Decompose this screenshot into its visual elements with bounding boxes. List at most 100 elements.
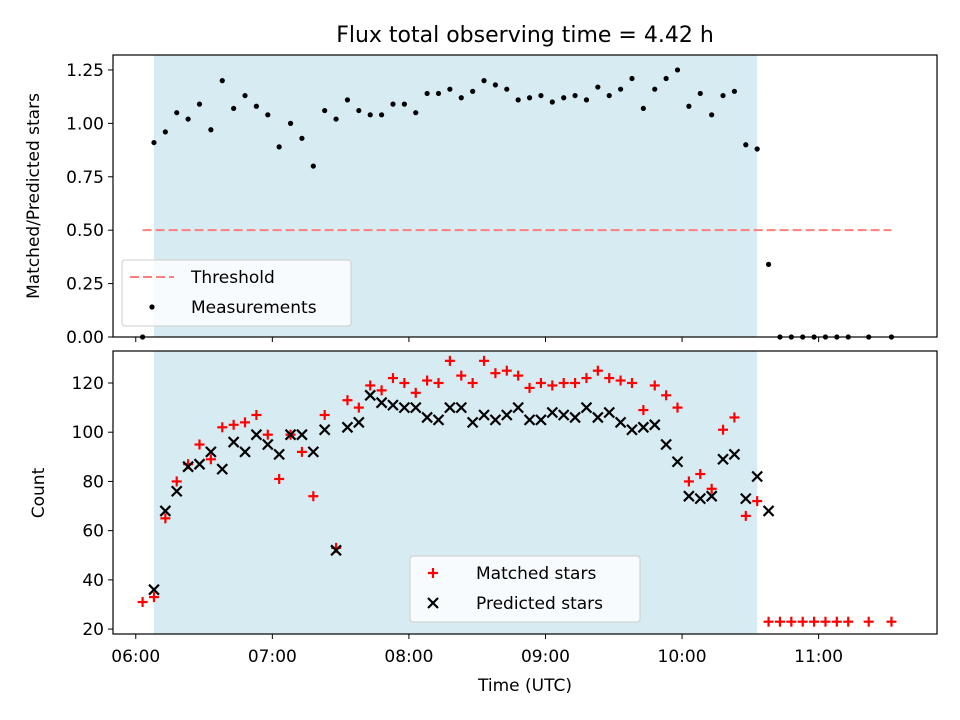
bottom-markers	[137, 355, 897, 627]
measurement-point	[595, 84, 601, 90]
matched-star-point	[148, 592, 159, 603]
measurement-point	[618, 86, 624, 92]
legend-predicted-label: Predicted stars	[476, 594, 603, 614]
top-y-tick-label: 0.00	[66, 328, 104, 348]
matched-star-point	[672, 402, 683, 413]
predicted-star-point	[580, 401, 593, 414]
matched-star-point	[137, 597, 148, 608]
bottom-plot: 20 40 60 80 100 120 06:00 07:00 08:00 09:00 10:00…	[29, 350, 938, 696]
predicted-star-point	[330, 544, 342, 557]
measurement-point	[344, 97, 351, 103]
chart-title: Flux total observing time = 4.42 h	[336, 23, 714, 48]
bottom-x-axis: 06:00 07:00 08:00 09:00 10:00 11:00	[111, 634, 843, 667]
bottom-y-axis: 20 40 60 80 100 120	[72, 374, 113, 640]
predicted-star-point	[512, 401, 524, 414]
matched-star-point	[251, 409, 262, 420]
predicted-star-point	[592, 411, 604, 424]
legend-matched-label: Matched stars	[476, 564, 596, 584]
matched-star-point	[774, 616, 785, 627]
matched-star-point	[604, 373, 615, 384]
matched-star-point	[376, 385, 387, 396]
matched-star-point	[570, 377, 581, 388]
matched-star-point	[319, 409, 330, 420]
predicted-star-point	[637, 421, 650, 434]
measurement-point	[356, 107, 362, 114]
predicted-star-point	[535, 414, 547, 426]
predicted-star-point	[455, 401, 468, 414]
matched-star-point	[444, 355, 455, 366]
bottom-x-tick-label: 08:00	[384, 647, 433, 667]
matched-star-point	[547, 380, 558, 391]
top-y-axis: 0.00 0.25 0.50 0.75 1.00 1.25	[66, 61, 113, 348]
predicted-star-point	[307, 446, 320, 458]
predicted-star-point	[216, 463, 229, 475]
matched-star-point	[626, 377, 637, 388]
bottom-y-tick-label: 120	[72, 374, 104, 394]
matched-star-point	[797, 616, 808, 627]
measurement-point	[378, 112, 385, 118]
bottom-y-tick-label: 20	[82, 620, 104, 640]
measurement-point	[481, 78, 487, 84]
measurement-point	[526, 95, 533, 101]
measurement-point	[538, 92, 544, 99]
matched-star-point	[886, 616, 897, 627]
matched-star-point	[740, 510, 751, 521]
matched-star-point	[581, 373, 592, 384]
measurement-point	[652, 86, 658, 92]
predicted-star-point	[148, 583, 160, 596]
measurement-point	[322, 107, 328, 114]
measurement-point	[765, 261, 772, 267]
predicted-star-point	[501, 409, 513, 421]
matched-star-point	[649, 380, 660, 391]
matched-star-point	[240, 417, 251, 428]
predicted-star-point	[523, 414, 536, 426]
measurement-point	[731, 88, 738, 94]
measurement-point	[629, 75, 635, 82]
matched-star-point	[706, 483, 717, 494]
matched-star-point	[718, 424, 729, 435]
measurement-point	[208, 127, 214, 133]
measurement-point	[413, 110, 419, 116]
bottom-x-tick-label: 07:00	[248, 647, 297, 667]
predicted-star-point	[489, 414, 502, 426]
matched-star-point	[228, 419, 239, 430]
matched-star-point	[661, 390, 672, 401]
measurement-point	[196, 101, 203, 107]
predicted-star-point	[569, 411, 581, 424]
bottom-x-tick-label: 06:00	[111, 647, 160, 667]
matched-star-point	[410, 387, 421, 398]
matched-star-point	[479, 355, 490, 366]
matched-star-point	[820, 616, 831, 627]
measurement-point	[709, 112, 715, 118]
top-x-ticks	[135, 337, 820, 342]
measurement-point	[435, 90, 442, 97]
matched-star-point	[831, 616, 842, 627]
predicted-star-point	[193, 458, 206, 470]
matched-star-point	[786, 616, 797, 627]
matched-star-point	[752, 496, 763, 507]
measurement-point	[492, 82, 499, 88]
predicted-star-point	[603, 406, 615, 419]
matched-star-point	[558, 377, 569, 388]
x-axis-label: Time (UTC)	[477, 676, 572, 696]
bottom-plot-frame	[112, 350, 938, 635]
measurement-point	[162, 129, 168, 135]
predicted-star-point	[250, 428, 263, 441]
measurement-point	[151, 139, 157, 146]
predicted-star-point	[364, 389, 376, 402]
predicted-star-point	[671, 455, 684, 468]
predicted-star-point	[444, 401, 456, 414]
matched-star-point	[683, 476, 694, 487]
measurement-point	[174, 110, 180, 116]
predicted-star-point	[648, 419, 661, 431]
matched-star-point	[296, 446, 307, 457]
matched-star-point	[422, 375, 433, 386]
matched-star-point	[262, 429, 273, 440]
matched-star-point	[308, 491, 319, 502]
measurement-point	[276, 144, 282, 150]
bottom-x-tick-label: 09:00	[521, 647, 570, 667]
bottom-y-tick-label: 40	[82, 571, 104, 591]
matched-star-point	[695, 469, 706, 480]
measurement-point	[424, 90, 430, 97]
predicted-stars-legend-swatch	[427, 597, 439, 609]
